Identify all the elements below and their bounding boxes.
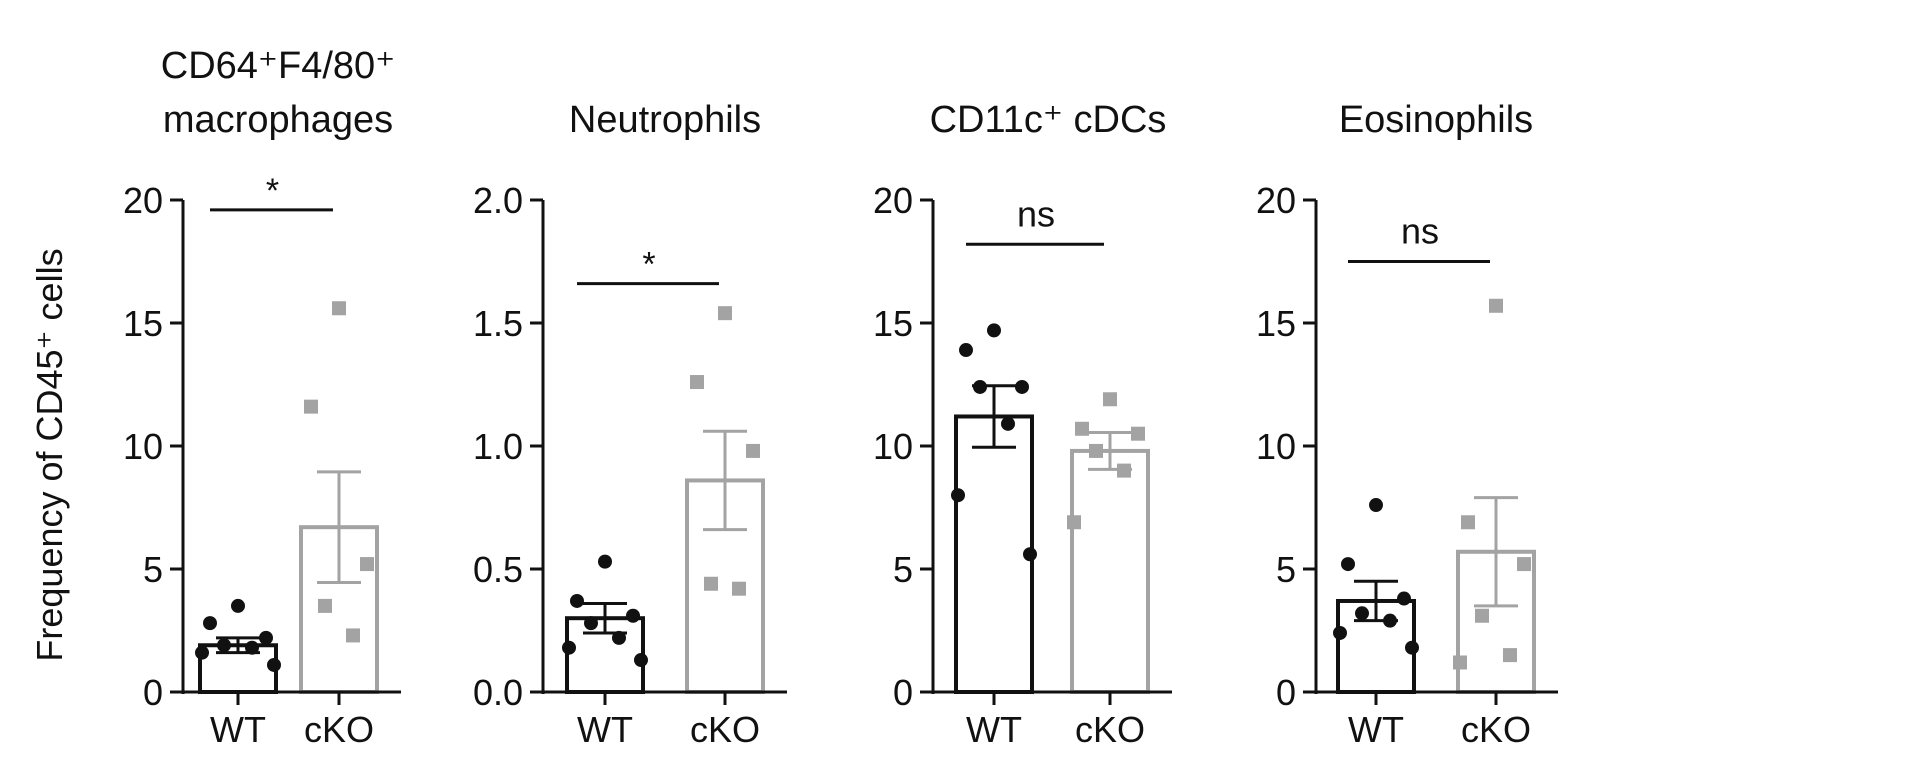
panel-title-line: Eosinophils <box>1339 99 1533 141</box>
data-point-wt <box>1023 547 1037 562</box>
data-point-cko <box>1075 421 1089 436</box>
bar-wt <box>954 414 1034 694</box>
data-point-wt <box>267 657 281 672</box>
y-tick-label: 5 <box>143 549 163 590</box>
x-tick-label: WT <box>966 709 1022 750</box>
y-tick-label: 0 <box>143 672 163 713</box>
x-tick-label: WT <box>577 709 633 750</box>
data-point-wt <box>1397 591 1411 606</box>
panel-title-line: Neutrophils <box>569 99 761 141</box>
data-point-wt <box>562 640 576 655</box>
data-point-cko <box>1117 463 1131 478</box>
data-point-cko <box>1453 655 1467 670</box>
significance-label: * <box>642 246 655 284</box>
y-tick-label: 5 <box>893 549 913 590</box>
y-tick-label: 10 <box>873 426 913 467</box>
data-point-wt <box>1333 625 1347 640</box>
y-tick-label: 15 <box>873 303 913 344</box>
y-tick-label: 20 <box>1256 180 1296 221</box>
chart-panel-1: CD64⁺F4/80⁺ macrophages 0 5 10 15 20 WT cKO * <box>123 45 401 750</box>
data-point-cko <box>690 375 704 390</box>
data-point-wt <box>598 554 612 569</box>
data-point-wt <box>1341 557 1355 572</box>
bar-cko <box>1070 448 1150 695</box>
x-tick-label: cKO <box>1461 709 1531 750</box>
chart-panel-2: Neutrophils 0.0 0.5 1.0 1.5 2.0 WT cKO * <box>473 99 787 750</box>
data-point-cko <box>304 399 318 414</box>
x-tick-label: cKO <box>304 709 374 750</box>
panel-title-line: CD11c⁺ cDCs <box>930 99 1167 141</box>
significance-label: * <box>266 172 279 210</box>
data-point-cko <box>360 557 374 572</box>
data-point-cko <box>1131 426 1145 441</box>
data-point-cko <box>704 576 718 591</box>
data-point-cko <box>346 628 360 643</box>
chart-panel-3: CD11c⁺ cDCs 0 5 10 15 20 WT cKO ns <box>873 99 1172 750</box>
chart-panel-4: Eosinophils 0 5 10 15 20 WT cKO ns <box>1256 99 1558 750</box>
y-axis-label: Frequency of CD45⁺ cells <box>29 248 70 661</box>
data-point-wt <box>1383 613 1397 628</box>
data-point-cko <box>1475 608 1489 623</box>
y-tick-label: 0 <box>893 672 913 713</box>
y-tick-label: 5 <box>1276 549 1296 590</box>
data-point-wt <box>634 653 648 668</box>
data-point-wt <box>259 630 273 645</box>
significance-label: ns <box>1017 193 1055 234</box>
data-point-wt <box>1405 640 1419 655</box>
y-tick-label: 1.5 <box>473 303 523 344</box>
data-point-wt <box>231 598 245 613</box>
data-point-wt <box>245 640 259 655</box>
data-point-cko <box>1517 557 1531 572</box>
data-point-wt <box>1355 606 1369 621</box>
y-tick-label: 10 <box>123 426 163 467</box>
y-tick-label: 20 <box>873 180 913 221</box>
data-point-wt <box>612 630 626 645</box>
significance-label: ns <box>1401 211 1439 252</box>
data-point-wt <box>217 638 231 653</box>
y-tick-label: 0.0 <box>473 672 523 713</box>
x-tick-label: WT <box>1348 709 1404 750</box>
y-tick-label: 15 <box>1256 303 1296 344</box>
x-tick-label: cKO <box>1075 709 1145 750</box>
data-point-wt <box>987 323 1001 338</box>
y-tick-label: 2.0 <box>473 180 523 221</box>
x-tick-label: WT <box>210 709 266 750</box>
y-tick-label: 20 <box>123 180 163 221</box>
data-point-wt <box>959 343 973 358</box>
data-point-wt <box>626 608 640 623</box>
data-point-cko <box>732 581 746 596</box>
data-point-wt <box>951 488 965 503</box>
panel-title-line: CD64⁺F4/80⁺ <box>161 45 395 87</box>
y-tick-label: 0 <box>1276 672 1296 713</box>
data-point-wt <box>570 593 584 608</box>
data-point-cko <box>1503 648 1517 663</box>
data-point-wt <box>1369 498 1383 513</box>
data-point-cko <box>1103 392 1117 407</box>
y-tick-label: 0.5 <box>473 549 523 590</box>
data-point-wt <box>203 616 217 631</box>
data-point-wt <box>1015 379 1029 394</box>
data-point-cko <box>1461 515 1475 530</box>
data-point-wt <box>195 645 209 660</box>
data-point-cko <box>1089 443 1103 458</box>
data-point-wt <box>973 379 987 394</box>
panel-title-line: macrophages <box>163 99 393 141</box>
data-point-wt <box>1001 416 1015 431</box>
data-point-cko <box>332 301 346 316</box>
data-point-cko <box>1489 298 1503 313</box>
y-tick-label: 15 <box>123 303 163 344</box>
data-point-cko <box>718 306 732 321</box>
data-point-cko <box>1067 515 1081 530</box>
data-point-wt <box>584 616 598 631</box>
x-tick-label: cKO <box>690 709 760 750</box>
data-point-cko <box>746 443 760 458</box>
y-tick-label: 1.0 <box>473 426 523 467</box>
data-point-cko <box>318 598 332 613</box>
y-tick-label: 10 <box>1256 426 1296 467</box>
